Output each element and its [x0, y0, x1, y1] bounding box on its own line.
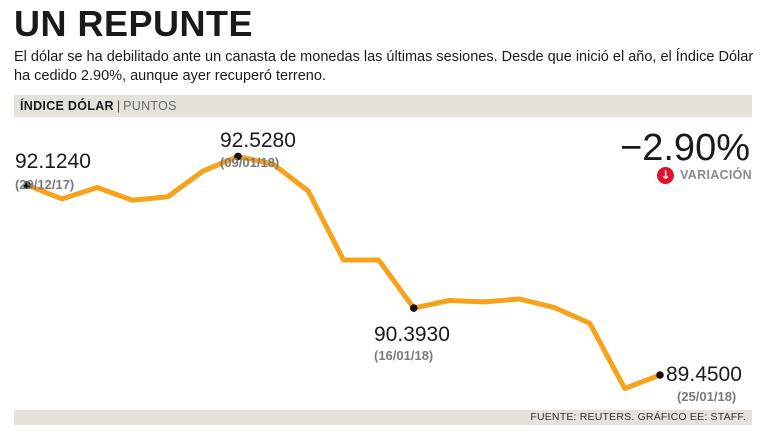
variation-row: ↓ VARIACIÓN — [657, 166, 752, 184]
variation-value: −2.90% — [620, 127, 750, 169]
annotation-date-0: (29/12/17) — [15, 177, 74, 192]
annotation-value-1: 92.5280 — [220, 129, 296, 152]
chart-title: UN REPUNTE — [14, 3, 254, 44]
down-arrow-icon: ↓ — [657, 166, 675, 184]
index-name: ÍNDICE DÓLAR — [20, 99, 114, 113]
annotation-point-2 — [410, 304, 418, 312]
header-separator: | — [116, 99, 121, 113]
annotation-point-1 — [234, 152, 242, 161]
chart-subtitle: El dólar se ha debilitado ante un canast… — [14, 49, 754, 84]
annotation-point-3 — [656, 371, 664, 379]
chart-header-bar: ÍNDICE DÓLAR | PUNTOS — [14, 95, 752, 117]
unit-label: PUNTOS — [123, 99, 177, 113]
annotation-date-2: (16/01/18) — [374, 348, 433, 363]
annotation-value-0: 92.1240 — [15, 150, 91, 173]
variation-label: VARIACIÓN — [680, 168, 752, 182]
annotation-value-2: 90.3930 — [374, 323, 450, 346]
annotation-value-3: 89.4500 — [666, 363, 742, 386]
annotation-point-0 — [23, 181, 31, 189]
annotation-date-1: (09/01/18) — [220, 155, 279, 170]
annotation-date-3: (25/01/18) — [677, 389, 736, 404]
source-footer: FUENTE: REUTERS. GRÁFICO EE: STAFF. — [14, 410, 752, 425]
dollar-index-line — [24, 153, 663, 391]
